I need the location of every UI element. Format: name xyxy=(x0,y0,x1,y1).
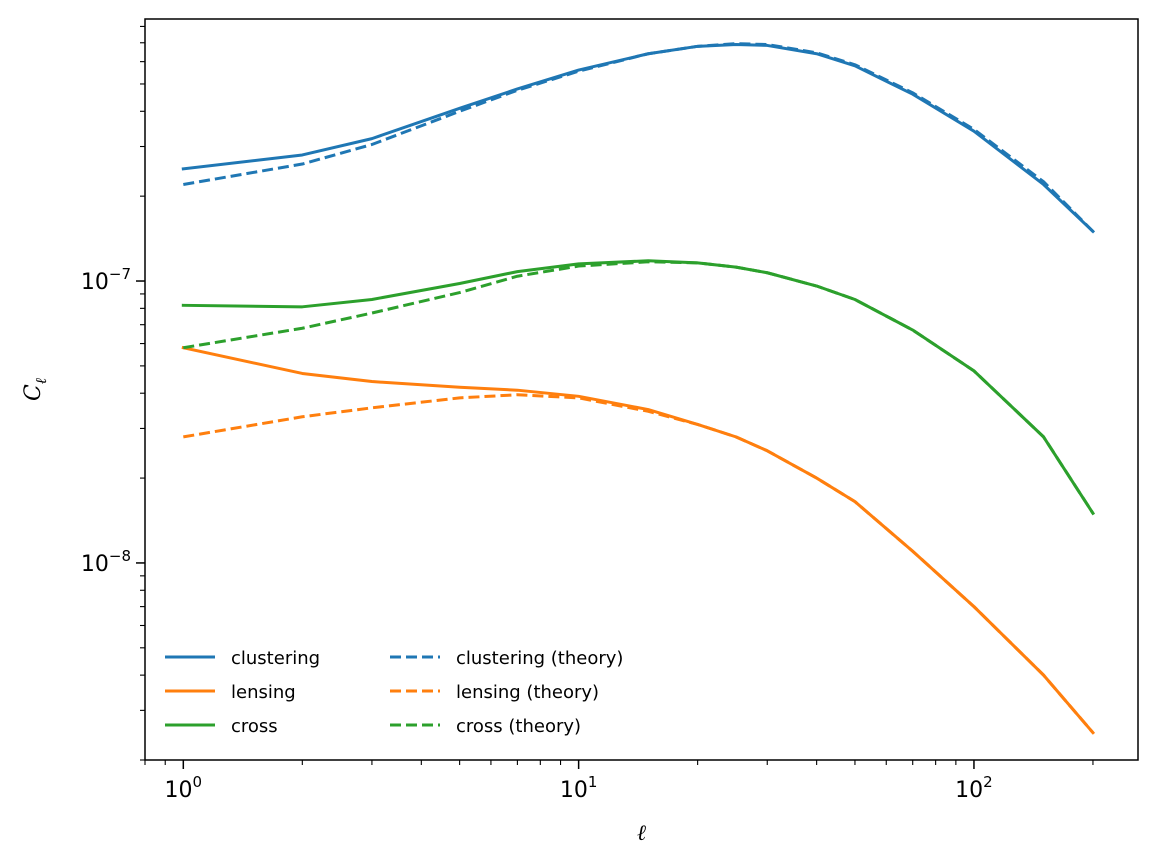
y-tick-label-base: 10 xyxy=(81,552,109,577)
series-line-lensing xyxy=(181,345,1096,735)
x-tick-label-exp: 1 xyxy=(588,773,598,791)
plot-frame xyxy=(144,18,1139,761)
legend-label-clustering: clustering xyxy=(231,648,320,669)
y-tick-label: 10−7 xyxy=(81,265,131,295)
x-tick-label: 101 xyxy=(560,773,598,803)
legend-label-cross-theory: cross (theory) xyxy=(456,716,581,737)
y-axis-label-sub: ℓ xyxy=(32,378,50,384)
y-axis-label: Cℓ xyxy=(21,378,50,401)
x-tick-label-exp: 2 xyxy=(983,773,993,791)
legend-label-lensing: lensing xyxy=(231,682,296,703)
x-axis-label: ℓ xyxy=(637,821,647,846)
y-tick-label-base: 10 xyxy=(81,270,109,295)
x-tick-label-base: 10 xyxy=(165,778,193,803)
legend-label-cross: cross xyxy=(231,716,278,737)
series-line-clustering-theory xyxy=(183,42,1095,233)
series-layer xyxy=(181,42,1096,735)
x-tick-label-base: 10 xyxy=(955,778,983,803)
x-tick-label: 102 xyxy=(955,773,993,803)
y-tick-label: 10−8 xyxy=(81,547,131,577)
y-axis-label-main: C xyxy=(21,384,46,401)
y-tick-label-exp: −8 xyxy=(109,547,131,565)
legend-label-lensing-theory: lensing (theory) xyxy=(456,682,599,703)
series-line-cross-theory xyxy=(183,260,1095,515)
x-tick-label-base: 10 xyxy=(560,778,588,803)
x-tick-label-exp: 0 xyxy=(193,773,203,791)
x-tick-label: 100 xyxy=(165,773,203,803)
y-tick-label-exp: −7 xyxy=(109,265,131,283)
legend-label-clustering-theory: clustering (theory) xyxy=(456,648,623,669)
legend: clustering lensing cross clustering (theory… xyxy=(165,648,623,737)
